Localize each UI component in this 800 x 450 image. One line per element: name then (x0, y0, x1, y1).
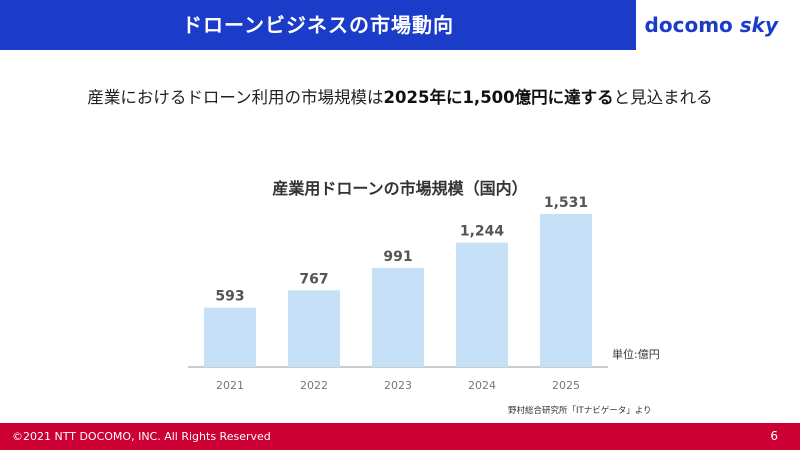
x-tick-2025: 2025 (552, 379, 580, 392)
docomo-sky-logo: docomo sky (645, 8, 778, 42)
x-tick-2022: 2022 (300, 379, 328, 392)
data-label-2022: 767 (299, 271, 328, 287)
headline: 産業におけるドローン利用の市場規模は2025年に1,500億円に達すると見込まれ… (0, 84, 800, 108)
logo-sub: sky (739, 13, 778, 37)
bar-2021 (204, 307, 256, 367)
bar-2025 (540, 213, 592, 367)
chart-title: 産業用ドローンの市場規模（国内） (272, 179, 528, 198)
unit-label: 単位:億円 (612, 348, 660, 361)
logo-main: docomo (644, 13, 733, 37)
title-bar (0, 0, 636, 50)
bar-2022 (288, 290, 340, 367)
headline-part2: と見込まれる (613, 88, 713, 107)
page-number: 6 (770, 429, 778, 443)
data-label-2023: 991 (383, 249, 412, 265)
data-label-2024: 1,244 (460, 224, 505, 240)
header: ドローンビジネスの市場動向 docomo sky (0, 0, 800, 50)
footer-bar: ©2021 NTT DOCOMO, INC. All Rights Reserv… (0, 423, 800, 450)
x-tick-2021: 2021 (216, 379, 244, 392)
bar-2024 (456, 242, 508, 367)
headline-part1: 産業におけるドローン利用の市場規模は (87, 88, 384, 107)
x-tick-2024: 2024 (468, 379, 496, 392)
source-note: 野村総合研究所「ITナビゲータ」より (508, 406, 652, 416)
x-tick-2023: 2023 (384, 379, 412, 392)
data-label-2025: 1,531 (544, 195, 588, 211)
headline-emphasis: 2025年に1,500億円に達する (383, 88, 614, 107)
slide-title: ドローンビジネスの市場動向 (182, 13, 454, 37)
data-label-2021: 593 (215, 289, 244, 305)
bar-2023 (372, 267, 424, 367)
copyright: ©2021 NTT DOCOMO, INC. All Rights Reserv… (12, 430, 271, 443)
